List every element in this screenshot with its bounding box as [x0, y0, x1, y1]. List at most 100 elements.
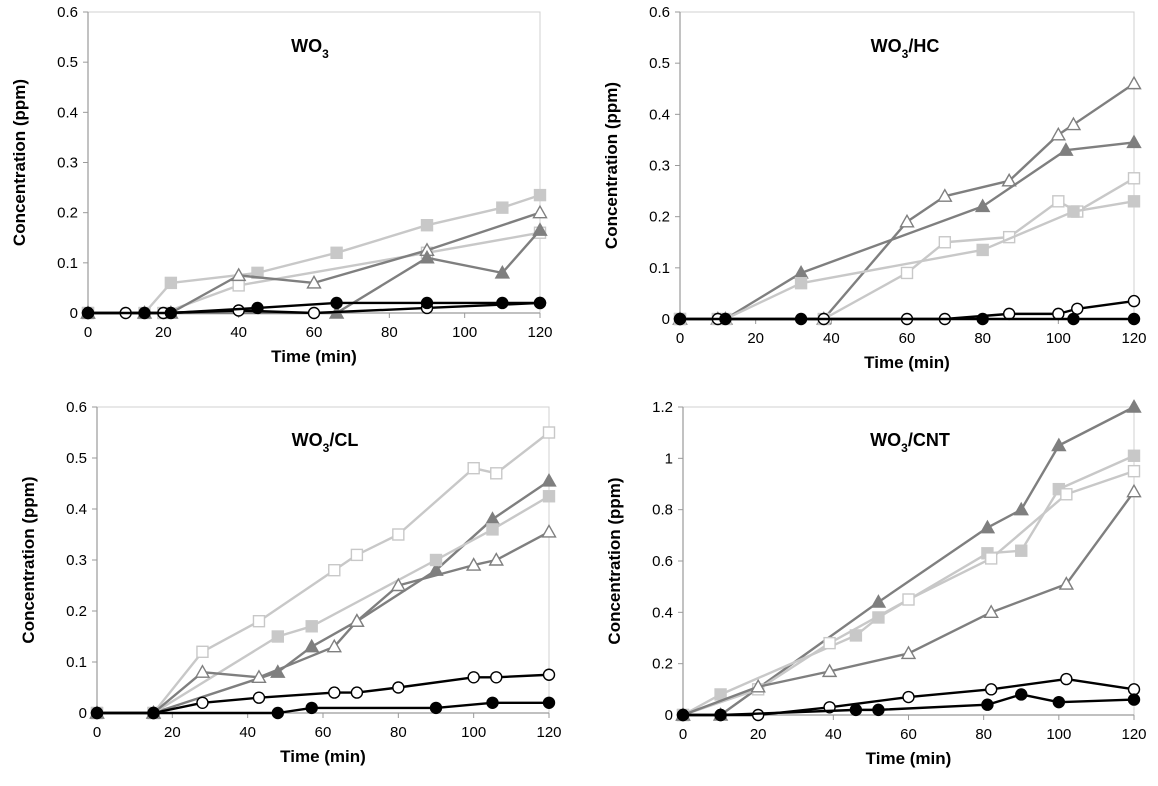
series-line	[88, 193, 541, 315]
x-tick-label: 0	[93, 724, 101, 741]
data-point-square	[392, 528, 405, 541]
series-line	[680, 141, 1135, 321]
data-point-square	[164, 276, 178, 290]
data-point-circle	[676, 708, 690, 722]
data-point-triangle	[541, 524, 557, 538]
series-line	[680, 177, 1135, 321]
y-tick-label: 0.1	[57, 255, 78, 272]
data-point-triangle	[899, 213, 915, 228]
series-line	[680, 82, 1135, 321]
x-tick-label: 100	[452, 324, 477, 341]
y-tick-label: 0.1	[649, 260, 670, 277]
data-point-circle	[1127, 683, 1141, 696]
y-tick-label: 0.4	[652, 604, 673, 621]
x-tick-label: 40	[239, 724, 256, 741]
y-tick-label: 0.5	[649, 55, 670, 72]
series-dark-triangle-open	[672, 75, 1142, 325]
data-point-circle	[981, 698, 994, 711]
series-black-circle-filled	[81, 296, 547, 320]
data-point-square	[1052, 195, 1065, 208]
x-tick-label: 0	[84, 324, 92, 341]
data-point-triangle	[1126, 134, 1142, 149]
x-tick-label: 40	[823, 330, 840, 347]
data-point-square	[902, 593, 915, 606]
data-point-circle	[138, 306, 151, 320]
data-point-triangle	[488, 552, 504, 566]
series-line	[97, 479, 550, 715]
data-point-square	[467, 462, 480, 475]
data-point-triangle	[532, 204, 548, 219]
x-tick-label: 40	[825, 726, 842, 743]
data-point-triangle	[1065, 116, 1082, 131]
data-point-circle	[1067, 312, 1080, 326]
data-point-circle	[271, 706, 284, 720]
series-dark-triangle-open	[89, 524, 557, 719]
y-tick-label: 0	[79, 705, 87, 722]
data-point-square	[1067, 205, 1080, 218]
data-point-circle	[429, 701, 443, 715]
data-point-square	[533, 188, 547, 202]
data-point-square	[252, 615, 266, 628]
data-point-triangle	[326, 638, 342, 653]
y-tick-label: 0.8	[652, 502, 673, 519]
data-point-circle	[719, 312, 732, 326]
data-point-triangle	[821, 663, 838, 678]
data-point-triangle	[494, 264, 511, 279]
series-line	[88, 211, 541, 315]
data-point-square	[984, 552, 998, 565]
data-point-circle	[467, 671, 480, 684]
data-point-circle	[1015, 688, 1028, 701]
series-line	[97, 673, 550, 715]
data-point-square	[429, 553, 443, 567]
series-light-square-filled	[81, 188, 547, 320]
data-point-circle	[1127, 693, 1141, 706]
data-point-circle	[872, 703, 885, 717]
data-point-circle	[714, 708, 727, 722]
data-point-circle	[350, 686, 364, 699]
chart-panel-3: 0 0.1 0.2 0.3 0.4 0.5 0.6 0 20 40 60 80 100 120 Time (…	[19, 399, 562, 766]
data-point-triangle	[1050, 126, 1067, 141]
data-point-square	[232, 279, 245, 292]
data-point-square	[196, 645, 209, 658]
x-tick-label: 60	[306, 324, 323, 341]
data-point-square	[1127, 464, 1141, 478]
chart-panel-4: 0 0.2 0.4 0.6 0.8 1 1.2 0 20 40 60 80 100 120 Time (mi…	[605, 399, 1147, 768]
data-point-triangle	[1126, 483, 1142, 498]
y-tick-label: 0.4	[66, 501, 87, 518]
data-point-square	[496, 201, 509, 214]
data-point-square	[938, 236, 952, 249]
data-point-triangle	[484, 511, 501, 525]
y-tick-label: 0	[662, 311, 670, 328]
chart-panel-1: 0 0.1 0.2 0.3 0.4 0.5 0.6 0 20 40 60 80 100 120 Time (…	[10, 4, 553, 366]
data-point-circle	[542, 696, 556, 709]
data-point-circle	[307, 306, 321, 320]
data-point-triangle	[974, 198, 991, 213]
data-point-square	[542, 490, 556, 503]
data-point-triangle	[390, 577, 407, 592]
data-point-square	[1127, 449, 1141, 462]
x-tick-label: 120	[527, 324, 552, 341]
y-tick-label: 0.2	[57, 205, 78, 222]
data-point-square	[823, 636, 836, 650]
y-tick-label: 0.2	[649, 209, 670, 226]
series-line	[683, 693, 1135, 717]
x-tick-label: 20	[164, 724, 181, 741]
panel-title: WO3/CL	[292, 430, 359, 455]
panel-title: WO3/HC	[871, 36, 940, 61]
y-axis-title: Concentration (ppm)	[602, 82, 621, 249]
panel-title: WO3/CNT	[870, 430, 950, 455]
data-point-triangle	[349, 613, 365, 627]
x-tick-label: 40	[230, 324, 247, 341]
data-point-square	[328, 564, 341, 577]
data-point-circle	[794, 312, 808, 326]
y-tick-label: 0.5	[66, 450, 87, 467]
x-tick-label: 100	[1046, 726, 1071, 743]
data-point-square	[486, 523, 499, 536]
series-line	[97, 530, 550, 715]
y-tick-label: 0.4	[649, 106, 670, 123]
data-point-circle	[533, 296, 547, 310]
data-point-circle	[849, 703, 863, 717]
data-point-circle	[328, 686, 341, 699]
data-point-triangle	[230, 267, 247, 282]
